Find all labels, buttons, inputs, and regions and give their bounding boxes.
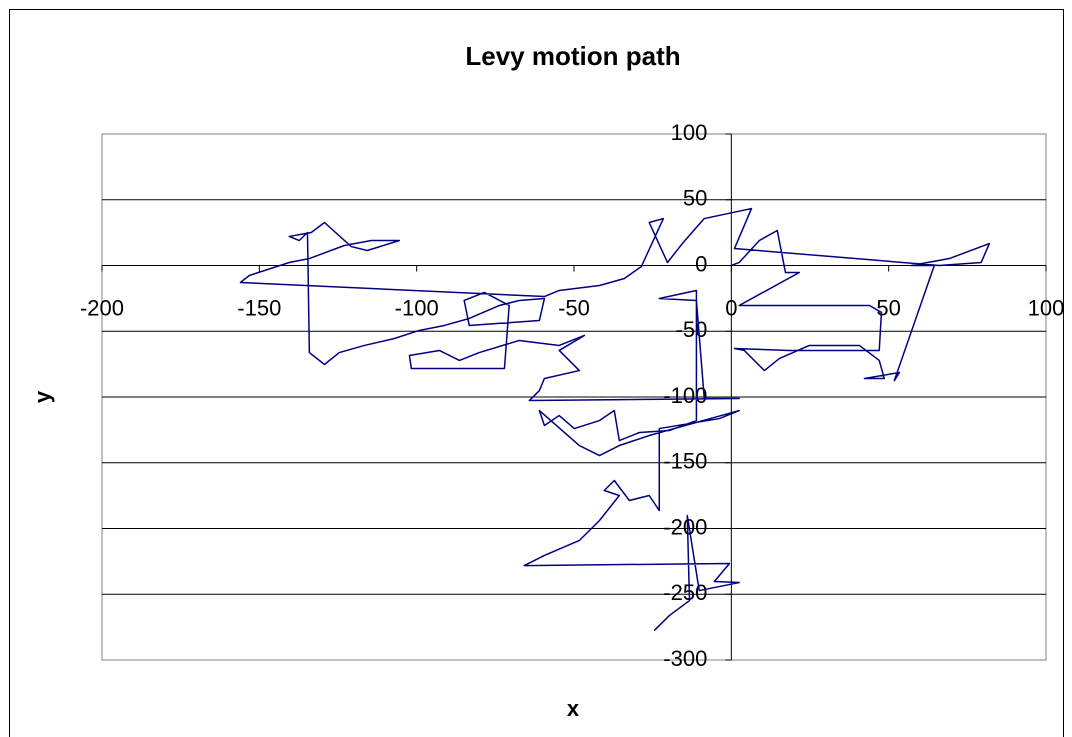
- y-tick-label: -250: [663, 580, 707, 605]
- x-tick-label: -50: [558, 295, 590, 320]
- x-tick-label: 100: [1028, 295, 1065, 320]
- chart-title: Levy motion path: [465, 41, 680, 71]
- x-tick-label: -100: [395, 295, 439, 320]
- x-tick-label: -150: [237, 295, 281, 320]
- y-tick-label: 0: [695, 251, 707, 276]
- x-tick-label: -200: [80, 295, 124, 320]
- path-line: [239, 207, 991, 632]
- y-tick-label: -50: [676, 317, 708, 342]
- y-tick-label: 100: [671, 120, 708, 145]
- y-tick-label: -300: [663, 646, 707, 671]
- y-tick-label: -100: [663, 383, 707, 408]
- x-axis-label: x: [567, 696, 580, 721]
- y-tick-label: 50: [683, 186, 707, 211]
- x-tick-label: 50: [876, 295, 900, 320]
- y-axis-label: y: [30, 390, 55, 403]
- chart-border: [9, 9, 1064, 737]
- y-tick-label: -200: [663, 514, 707, 539]
- y-tick-label: -150: [663, 449, 707, 474]
